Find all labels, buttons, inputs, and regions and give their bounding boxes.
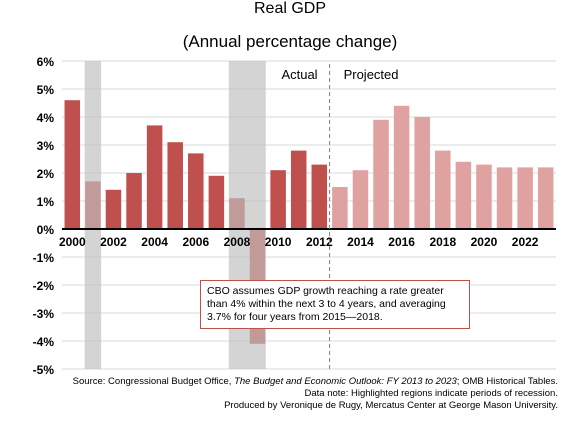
projected-bar-2015	[373, 119, 389, 229]
y-tick-label: 0%	[37, 223, 55, 237]
source-prefix: Source: Congressional Budget Office,	[72, 376, 235, 387]
x-tick-label: 2000	[59, 235, 86, 249]
actual-label: Actual	[281, 67, 317, 82]
projected-bar-2019	[455, 161, 472, 229]
x-tick-label: 2020	[471, 235, 498, 249]
actual-bar-2003	[126, 173, 142, 229]
chart-title: Real GDP	[253, 0, 327, 17]
actual-bar-2000	[64, 100, 81, 229]
x-tick-label: 2004	[141, 235, 168, 249]
y-tick-label: 1%	[37, 195, 55, 209]
recession-band-2001	[84, 61, 102, 369]
y-tick-label: 6%	[37, 55, 55, 69]
x-tick-label: 2014	[347, 235, 374, 249]
x-tick-label: 2022	[512, 235, 539, 249]
projected-bar-2020	[476, 164, 492, 229]
projected-label: Projected	[344, 67, 399, 82]
y-tick-label: -2%	[33, 279, 55, 293]
x-tick-label: 2010	[265, 235, 292, 249]
y-tick-label: -5%	[33, 363, 55, 377]
x-tick-label: 2016	[388, 235, 415, 249]
actual-bar-2011	[290, 150, 307, 229]
x-tick-label: 2008	[224, 235, 251, 249]
x-tick-label: 2012	[306, 235, 333, 249]
source-title: The Budget and Economic Outlook: FY 2013…	[234, 376, 457, 387]
source-suffix: ; OMB Historical Tables.	[456, 376, 558, 387]
projected-bar-2021	[496, 167, 513, 229]
actual-bar-2002	[105, 189, 122, 229]
actual-bar-2012	[311, 164, 328, 229]
x-tick-label: 2018	[429, 235, 456, 249]
actual-bar-2007	[208, 175, 225, 229]
y-tick-label: 5%	[37, 83, 55, 97]
y-tick-label: 2%	[37, 167, 55, 181]
projected-bar-2013	[332, 187, 348, 229]
y-tick-label: -1%	[33, 251, 55, 265]
actual-bar-2010	[270, 170, 286, 229]
y-tick-label: -3%	[33, 307, 55, 321]
projected-bar-2018	[435, 150, 451, 229]
x-tick-label: 2006	[182, 235, 209, 249]
chart-subtitle: (Annual percentage change)	[182, 32, 398, 51]
projected-bar-2016	[393, 105, 410, 229]
annotation-box: CBO assumes GDP growth reaching a rate g…	[200, 280, 470, 329]
projected-bar-2014	[352, 170, 369, 229]
projected-bar-2022	[517, 167, 533, 229]
source-note: Source: Congressional Budget Office, The…	[73, 376, 558, 388]
y-tick-label: -4%	[33, 335, 55, 349]
y-tick-label: 4%	[37, 111, 55, 125]
actual-bar-2004	[146, 125, 163, 229]
credit-note: Produced by Veronique de Rugy, Mercatus …	[224, 400, 558, 411]
data-note: Data note: Highlighted regions indicate …	[304, 388, 559, 399]
actual-bar-2006	[188, 153, 204, 229]
actual-bar-2005	[167, 142, 183, 229]
x-tick-label: 2002	[100, 235, 127, 249]
y-tick-label: 3%	[37, 139, 55, 153]
projected-bar-2017	[414, 117, 430, 229]
projected-bar-2023	[537, 167, 554, 229]
